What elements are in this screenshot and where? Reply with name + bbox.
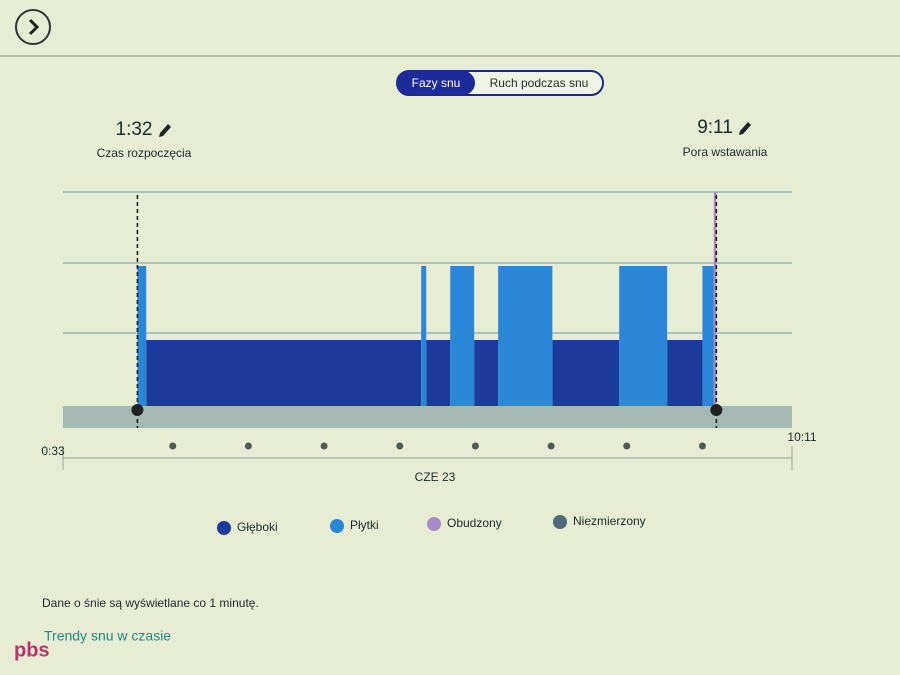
tab[interactable]: Ruch podczas snu — [490, 76, 589, 90]
x-tick-dot — [320, 442, 328, 450]
time-marker-icon — [710, 404, 723, 416]
legend-dot — [217, 521, 231, 535]
stage-bar — [450, 266, 475, 406]
edit-icon[interactable] — [739, 122, 751, 135]
tab[interactable]: Fazy snu — [412, 76, 461, 90]
legend-dot — [553, 515, 567, 529]
end-time[interactable]: 9:11 — [697, 117, 733, 138]
stage-bar — [146, 340, 422, 406]
legend-label: Głęboki — [237, 520, 278, 534]
chart: 0:33 10:11 CZE 23 — [41, 191, 817, 484]
stage-bar — [713, 192, 717, 406]
legend-label: Płytki — [350, 518, 379, 532]
stage-bar — [552, 340, 620, 406]
legend: Głęboki Płytki Obudzony Niezmierzony — [217, 514, 646, 535]
stage-bar — [619, 266, 668, 406]
legend-label: Obudzony — [447, 516, 502, 530]
footer-note: Dane o śnie są wyświetlane co 1 minutę. — [42, 596, 259, 610]
start-time[interactable]: 1:32 — [116, 119, 153, 140]
x-tick-label: 0:33 — [41, 444, 65, 458]
watermark: pbs — [14, 639, 50, 661]
stage-bar — [498, 266, 553, 406]
x-tick-dot — [471, 442, 479, 450]
stage-bar — [667, 340, 703, 406]
legend-dot — [330, 519, 344, 533]
legend-label: Niezmierzony — [573, 514, 646, 528]
end-caption: Pora wstawania — [683, 145, 768, 159]
x-tick-label: 10:11 — [787, 430, 816, 444]
back-icon — [28, 18, 40, 36]
stage-bar — [426, 340, 451, 406]
stage-bar — [702, 266, 714, 406]
x-tick-dot — [244, 442, 252, 450]
date-label: CZE 23 — [415, 470, 456, 484]
stage-bar — [137, 266, 147, 406]
edit-icon[interactable] — [159, 124, 171, 137]
back-button[interactable] — [15, 9, 51, 45]
stage-bar — [474, 340, 499, 406]
start-caption: Czas rozpoczęcia — [97, 146, 192, 160]
x-tick-dot — [623, 442, 631, 450]
x-tick-dot — [698, 442, 706, 450]
legend-dot — [427, 517, 441, 531]
x-tick-dot — [547, 442, 555, 450]
stage-bar — [421, 266, 427, 406]
trends-link[interactable]: Trendy snu w czasie — [44, 628, 171, 644]
time-marker-icon — [131, 404, 144, 416]
x-tick-dot — [396, 442, 404, 450]
baseline-strip — [63, 406, 792, 428]
x-tick-dot — [169, 442, 177, 450]
tab-active[interactable] — [397, 71, 475, 95]
